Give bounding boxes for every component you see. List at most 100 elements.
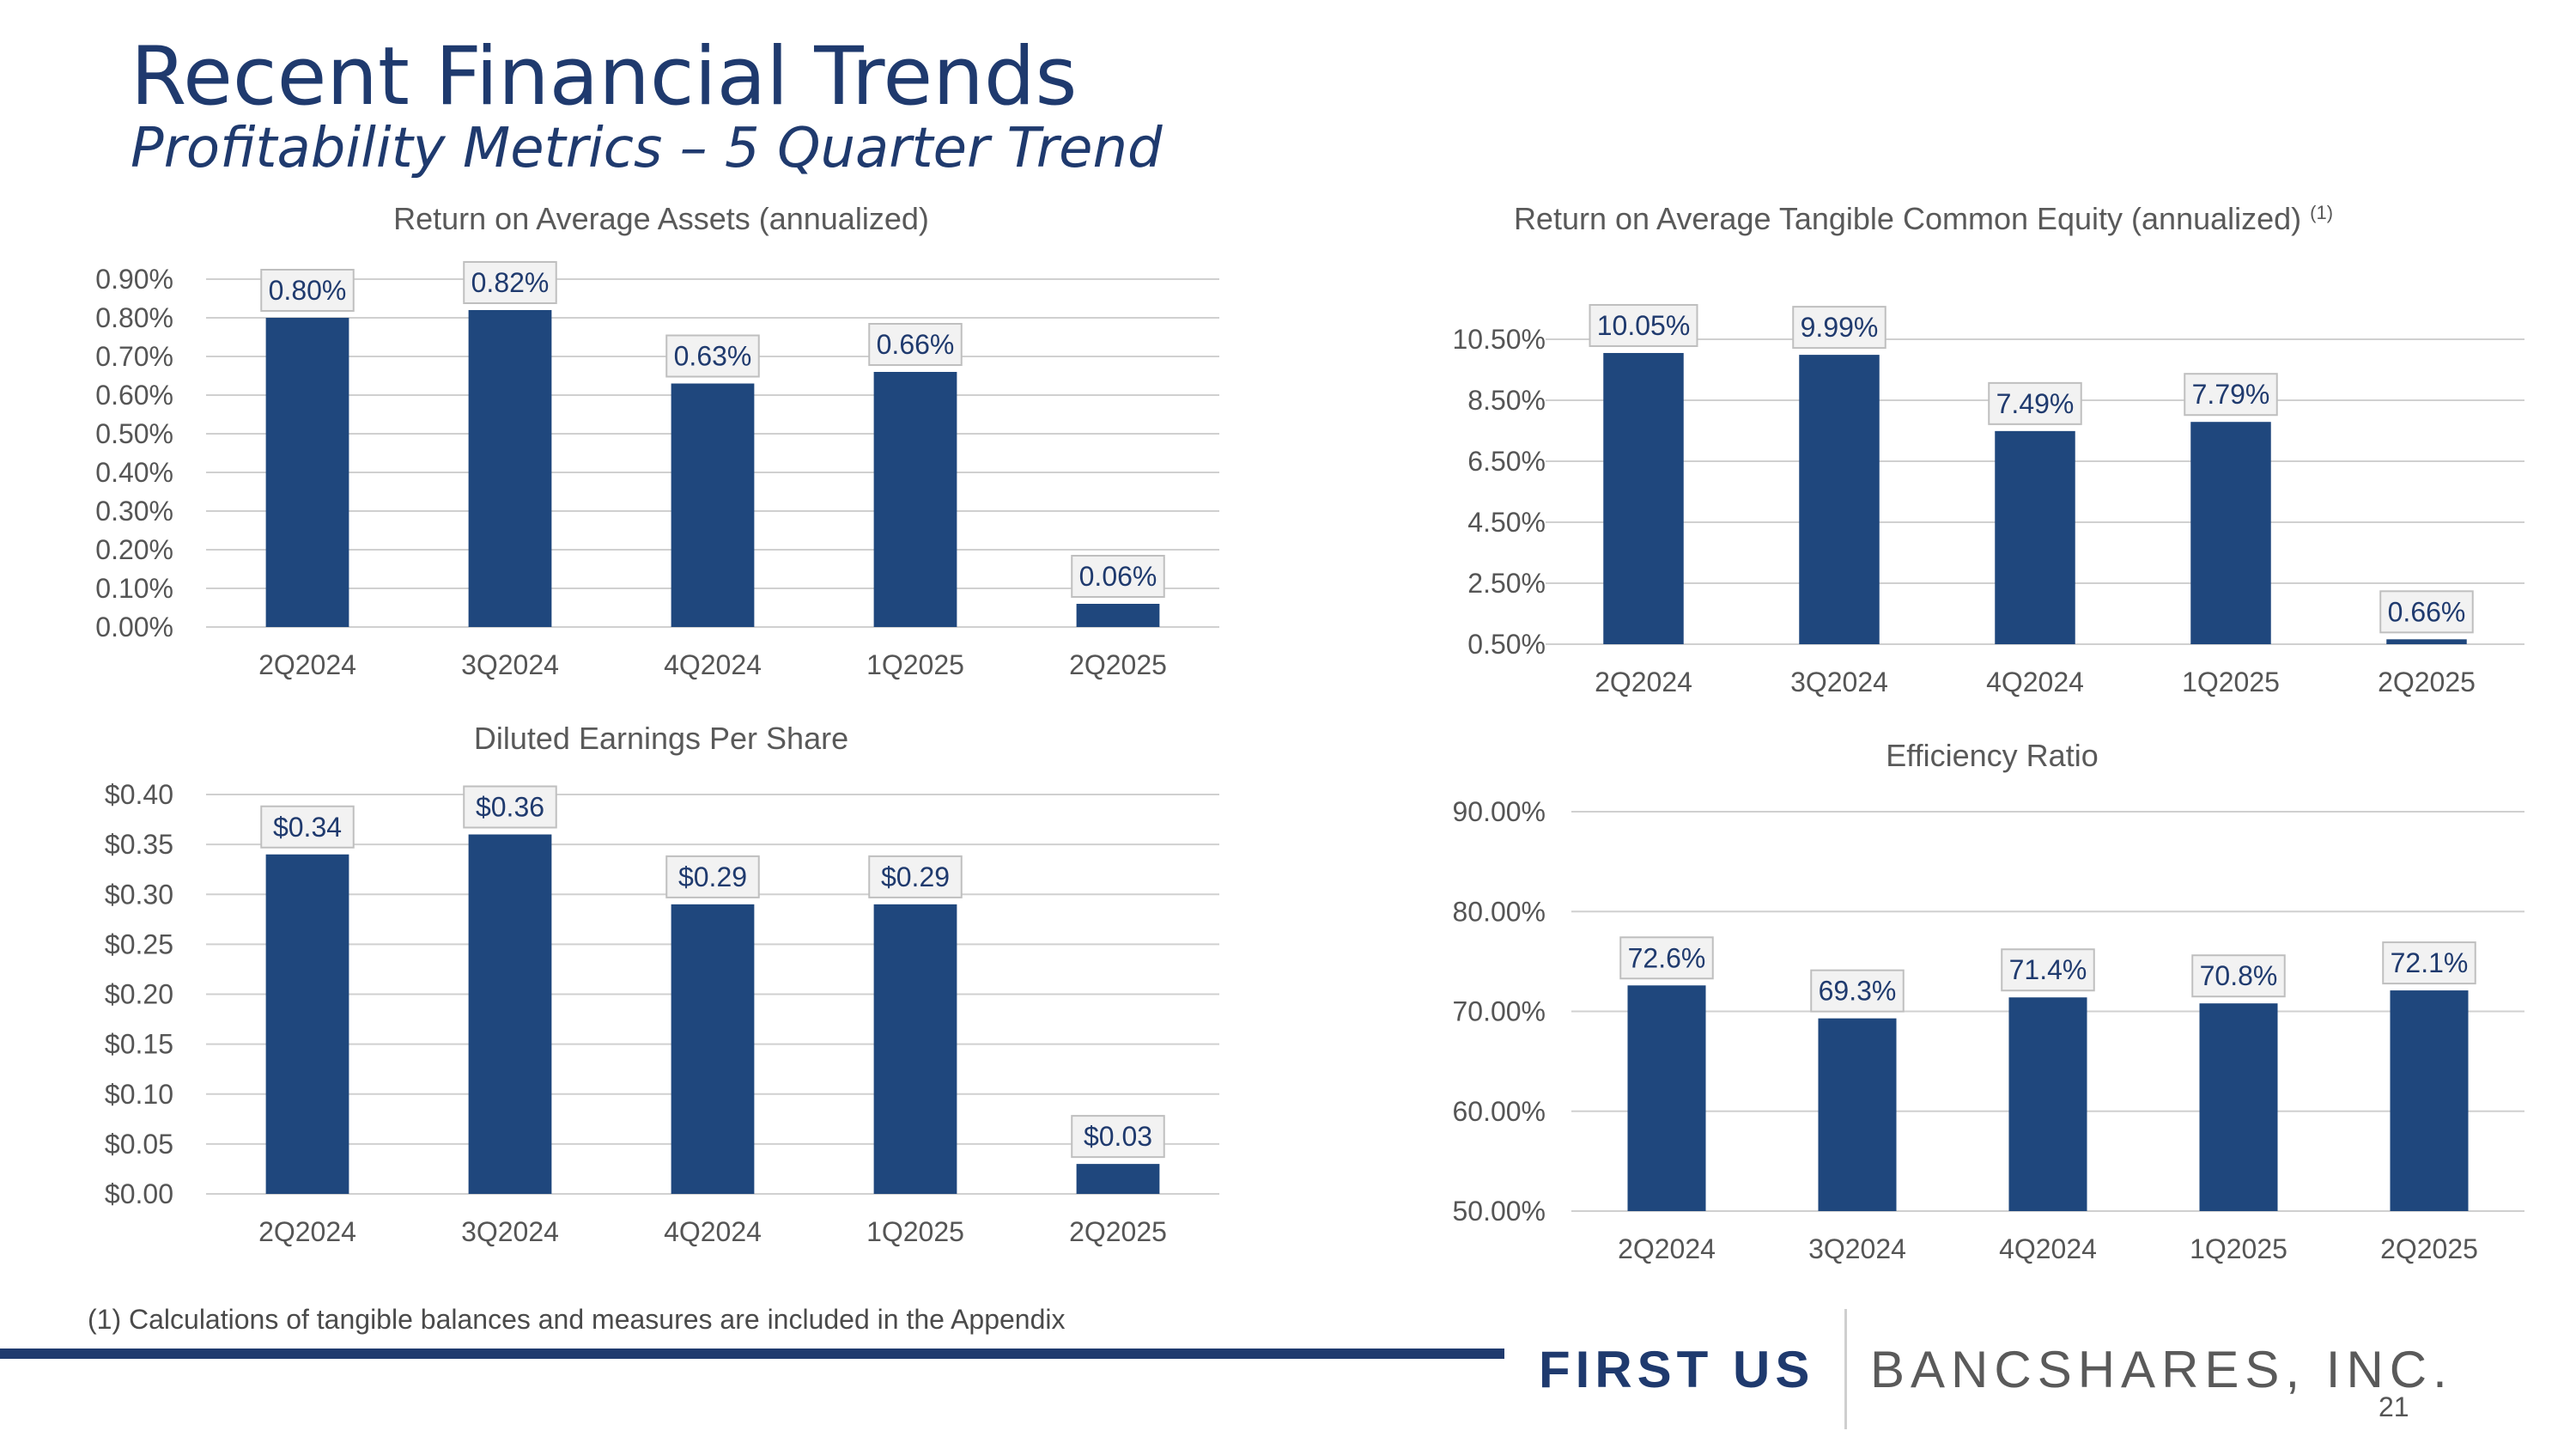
bar bbox=[468, 310, 552, 627]
y-tick-label: 80.00% bbox=[1452, 896, 1546, 927]
data-label-box bbox=[463, 261, 557, 304]
data-label-box bbox=[2184, 373, 2278, 417]
y-tick-label: $0.20 bbox=[105, 979, 173, 1010]
data-label-box bbox=[2191, 954, 2286, 998]
data-label: 0.63% bbox=[674, 341, 752, 372]
y-tick-label: 50.00% bbox=[1452, 1196, 1546, 1227]
bar bbox=[1995, 430, 2075, 644]
y-tick-label: 10.50% bbox=[1452, 324, 1546, 355]
y-tick-label: $0.00 bbox=[105, 1178, 173, 1209]
bar bbox=[2199, 1003, 2278, 1211]
data-label-box bbox=[1071, 555, 1165, 598]
bar bbox=[2190, 422, 2271, 644]
x-tick-label: 1Q2025 bbox=[866, 1216, 964, 1247]
y-tick-label: $0.35 bbox=[105, 829, 173, 860]
y-tick-label: 90.00% bbox=[1452, 796, 1546, 827]
data-label: 72.1% bbox=[2391, 947, 2469, 978]
y-tick-label: 0.30% bbox=[95, 496, 173, 527]
x-tick-label: 2Q2024 bbox=[258, 1216, 356, 1247]
bar bbox=[671, 383, 755, 627]
x-tick-label: 3Q2024 bbox=[461, 1216, 559, 1247]
x-tick-label: 2Q2025 bbox=[2378, 667, 2476, 697]
x-tick-label: 4Q2024 bbox=[1986, 667, 2084, 697]
data-label-box bbox=[1071, 1115, 1165, 1159]
data-label-box bbox=[1619, 936, 1714, 980]
y-tick-label: $0.25 bbox=[105, 928, 173, 959]
bar bbox=[2390, 990, 2469, 1211]
data-label: $0.36 bbox=[476, 792, 544, 823]
y-tick-label: $0.40 bbox=[105, 779, 173, 810]
logo-divider bbox=[1844, 1309, 1847, 1429]
chart-title: Return on Average Assets (annualized) bbox=[393, 201, 929, 236]
x-tick-label: 2Q2024 bbox=[1595, 667, 1692, 697]
y-tick-label: 0.10% bbox=[95, 573, 173, 604]
data-label: 10.05% bbox=[1597, 310, 1691, 341]
data-label: 0.06% bbox=[1079, 561, 1157, 592]
data-label: 9.99% bbox=[1801, 312, 1879, 343]
data-label-box bbox=[260, 805, 355, 849]
data-label-box bbox=[665, 855, 760, 898]
data-label-box bbox=[463, 785, 557, 829]
y-tick-label: 0.20% bbox=[95, 534, 173, 565]
data-label-box bbox=[2001, 948, 2095, 992]
data-label-box bbox=[1792, 306, 1886, 350]
y-tick-label: 0.70% bbox=[95, 341, 173, 372]
data-label-box bbox=[260, 269, 355, 312]
x-tick-label: 2Q2025 bbox=[1069, 649, 1167, 680]
y-tick-label: 4.50% bbox=[1467, 507, 1546, 538]
data-label: 71.4% bbox=[2009, 954, 2087, 985]
data-label: $0.29 bbox=[678, 861, 747, 892]
y-tick-label: 0.80% bbox=[95, 302, 173, 333]
y-tick-label: 0.50% bbox=[95, 418, 173, 449]
x-tick-label: 4Q2024 bbox=[664, 649, 762, 680]
x-tick-label: 2Q2025 bbox=[1069, 1216, 1167, 1247]
x-tick-label: 2Q2025 bbox=[2380, 1233, 2478, 1264]
data-label-box bbox=[1988, 381, 2082, 425]
y-tick-label: $0.10 bbox=[105, 1079, 173, 1110]
data-label-box bbox=[1810, 969, 1905, 1013]
bar bbox=[1076, 604, 1160, 627]
chart-title-superscript: (1) bbox=[2310, 202, 2333, 223]
page-number: 21 bbox=[2379, 1391, 2409, 1422]
bar bbox=[671, 904, 755, 1194]
data-label-box bbox=[1589, 303, 1698, 347]
logo-bancshares: BANCSHARES, INC. bbox=[1870, 1341, 2453, 1398]
y-tick-label: 0.40% bbox=[95, 457, 173, 488]
data-label: 72.6% bbox=[1628, 942, 1706, 973]
footer-rule bbox=[0, 1349, 1504, 1359]
y-tick-label: 0.00% bbox=[95, 612, 173, 642]
data-label: 0.82% bbox=[471, 267, 550, 298]
data-label: 0.66% bbox=[877, 329, 955, 360]
x-tick-label: 2Q2024 bbox=[1618, 1233, 1716, 1264]
bar bbox=[1603, 352, 1684, 644]
y-tick-label: 2.50% bbox=[1467, 568, 1546, 599]
y-tick-label: 60.00% bbox=[1452, 1096, 1546, 1127]
chart-efficiency: Efficiency Ratio 50.00% 60.00% 70.00% 80.00%… bbox=[1452, 738, 2524, 1264]
chart-eps: Diluted Earnings Per Share $0.00 $0.05 $0.1… bbox=[105, 721, 1219, 1247]
y-tick-label: $0.15 bbox=[105, 1029, 173, 1060]
bar bbox=[873, 372, 957, 627]
chart-title: Return on Average Tangible Common Equity… bbox=[1514, 201, 2333, 236]
x-tick-label: 4Q2024 bbox=[1999, 1233, 2097, 1264]
y-tick-label: 0.90% bbox=[95, 264, 173, 295]
bar bbox=[1627, 985, 1706, 1211]
data-label: $0.29 bbox=[881, 861, 950, 892]
y-tick-label: 8.50% bbox=[1467, 385, 1546, 416]
data-label: $0.03 bbox=[1084, 1121, 1152, 1152]
x-tick-label: 3Q2024 bbox=[1790, 667, 1888, 697]
data-label: 7.49% bbox=[1996, 388, 2075, 419]
data-label-box bbox=[2382, 941, 2476, 985]
chart-roaa: Return on Average Assets (annualized) 0.0… bbox=[95, 201, 1219, 680]
y-tick-label: 0.50% bbox=[1467, 629, 1546, 660]
page-subtitle: Profitability Metrics – 5 Quarter Trend bbox=[131, 117, 1163, 180]
data-label-box bbox=[868, 323, 963, 366]
chart-title: Diluted Earnings Per Share bbox=[474, 721, 848, 756]
y-tick-label: 0.60% bbox=[95, 380, 173, 411]
data-label: 69.3% bbox=[1819, 976, 1897, 1007]
y-tick-label: $0.30 bbox=[105, 879, 173, 910]
data-label: 70.8% bbox=[2200, 960, 2278, 991]
x-tick-label: 1Q2025 bbox=[866, 649, 964, 680]
x-tick-label: 4Q2024 bbox=[664, 1216, 762, 1247]
y-tick-label: $0.05 bbox=[105, 1129, 173, 1160]
x-tick-label: 3Q2024 bbox=[1808, 1233, 1906, 1264]
